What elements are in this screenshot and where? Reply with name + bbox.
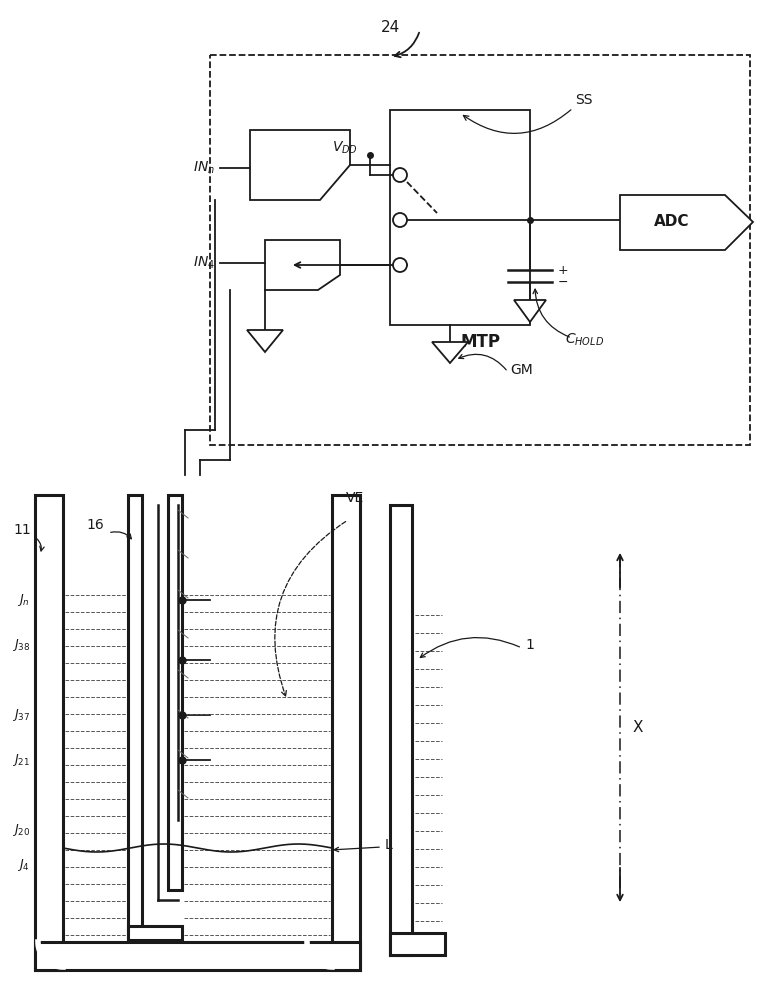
Text: $J_n$: $J_n$ xyxy=(17,592,30,608)
Text: $J_{21}$: $J_{21}$ xyxy=(12,752,30,768)
Bar xyxy=(35,942,360,970)
Text: 11: 11 xyxy=(13,523,31,537)
Bar xyxy=(168,495,182,890)
Text: 1: 1 xyxy=(525,638,535,652)
Bar xyxy=(128,495,142,940)
Circle shape xyxy=(393,213,407,227)
Text: $J_4$: $J_4$ xyxy=(17,857,30,873)
Text: GM: GM xyxy=(510,363,532,377)
Bar xyxy=(210,55,750,445)
Text: $IN_n$: $IN_n$ xyxy=(193,160,215,176)
Text: 24: 24 xyxy=(381,20,400,35)
Polygon shape xyxy=(432,342,468,363)
Text: −: − xyxy=(558,275,569,288)
Bar xyxy=(390,933,445,955)
Text: MTP: MTP xyxy=(460,333,500,351)
Circle shape xyxy=(393,258,407,272)
Polygon shape xyxy=(514,300,546,322)
Text: $V_{DD}$: $V_{DD}$ xyxy=(332,140,358,156)
Bar xyxy=(332,495,360,970)
Text: +: + xyxy=(558,263,569,276)
Text: $IN_4$: $IN_4$ xyxy=(193,255,215,271)
Text: $C_{HOLD}$: $C_{HOLD}$ xyxy=(565,332,604,348)
Polygon shape xyxy=(265,240,340,290)
Text: $J_{20}$: $J_{20}$ xyxy=(12,822,30,838)
Polygon shape xyxy=(250,130,350,200)
Text: SS: SS xyxy=(575,93,593,107)
Text: $J_{38}$: $J_{38}$ xyxy=(12,637,30,653)
Bar xyxy=(35,495,63,970)
Polygon shape xyxy=(620,195,753,250)
Circle shape xyxy=(393,168,407,182)
Text: X: X xyxy=(632,720,643,734)
Text: VE: VE xyxy=(346,491,364,505)
Text: ADC: ADC xyxy=(654,215,690,230)
Text: $J_{37}$: $J_{37}$ xyxy=(12,707,30,723)
Polygon shape xyxy=(247,330,283,352)
Text: L: L xyxy=(385,838,393,852)
Bar xyxy=(128,926,182,940)
Bar xyxy=(390,505,412,955)
Text: 16: 16 xyxy=(86,518,104,532)
Bar xyxy=(390,110,530,325)
